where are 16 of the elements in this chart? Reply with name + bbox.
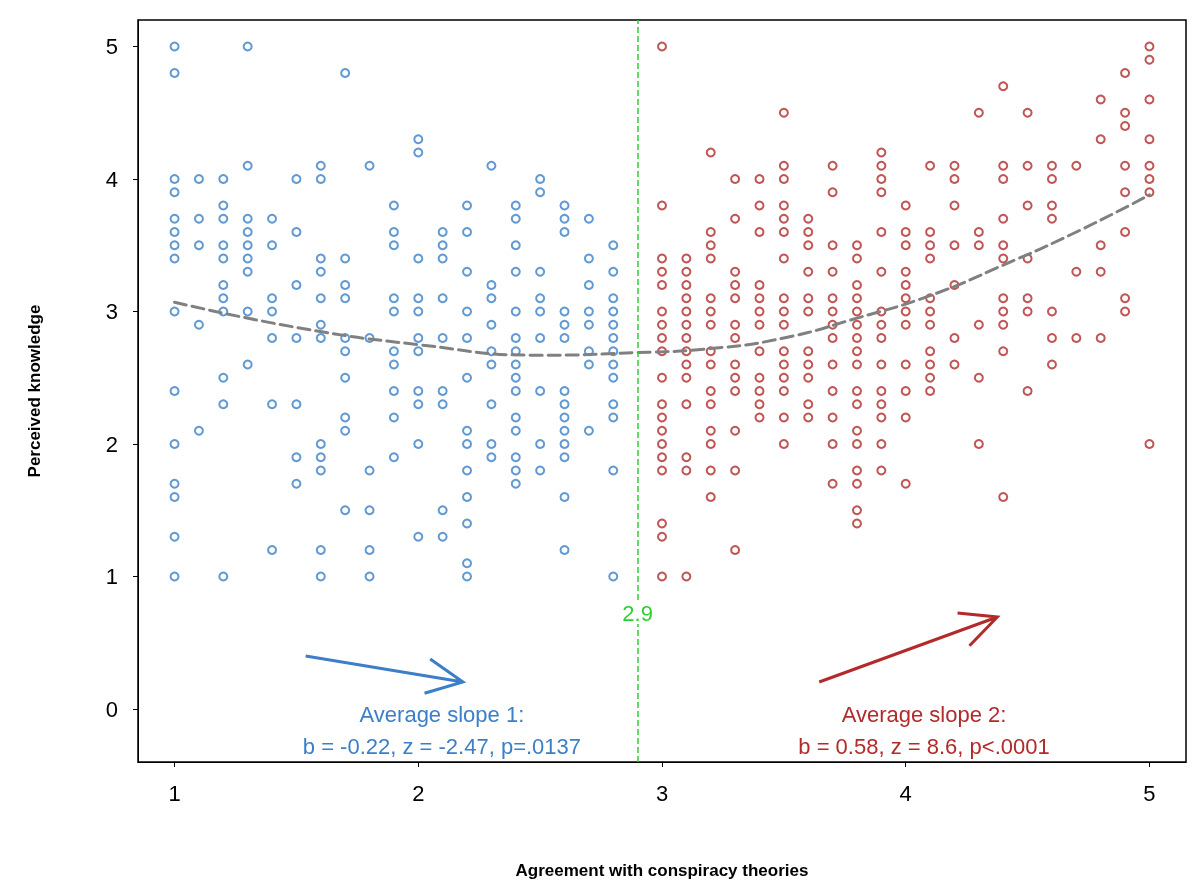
y-tick-label: 2 xyxy=(105,431,118,457)
x-tick-label: 3 xyxy=(655,780,669,806)
y-tick-label: 3 xyxy=(105,299,118,324)
y-tick-label: 4 xyxy=(105,166,118,192)
annotation: Average slope 1: b = -0.22, z = -2.47, p=.0137 xyxy=(302,701,582,759)
x-tick-label: 5 xyxy=(1143,780,1156,806)
annotation: Average slope 2: b = 0.58, z = 8.6, p<.0001 xyxy=(798,701,1050,759)
ref-line-label: 2.9 xyxy=(622,600,653,626)
y-tick-label: 1 xyxy=(105,564,118,589)
x-axis-title: Agreement with conspiracy theories xyxy=(515,861,809,880)
y-tick-label: 5 xyxy=(105,34,118,59)
y-axis-title: Perceived knowledge xyxy=(25,304,44,478)
x-tick-label: 4 xyxy=(899,780,912,806)
x-tick-label: 2 xyxy=(412,780,425,806)
x-tick-label: 1 xyxy=(168,780,181,806)
y-tick-label: 0 xyxy=(105,696,118,722)
